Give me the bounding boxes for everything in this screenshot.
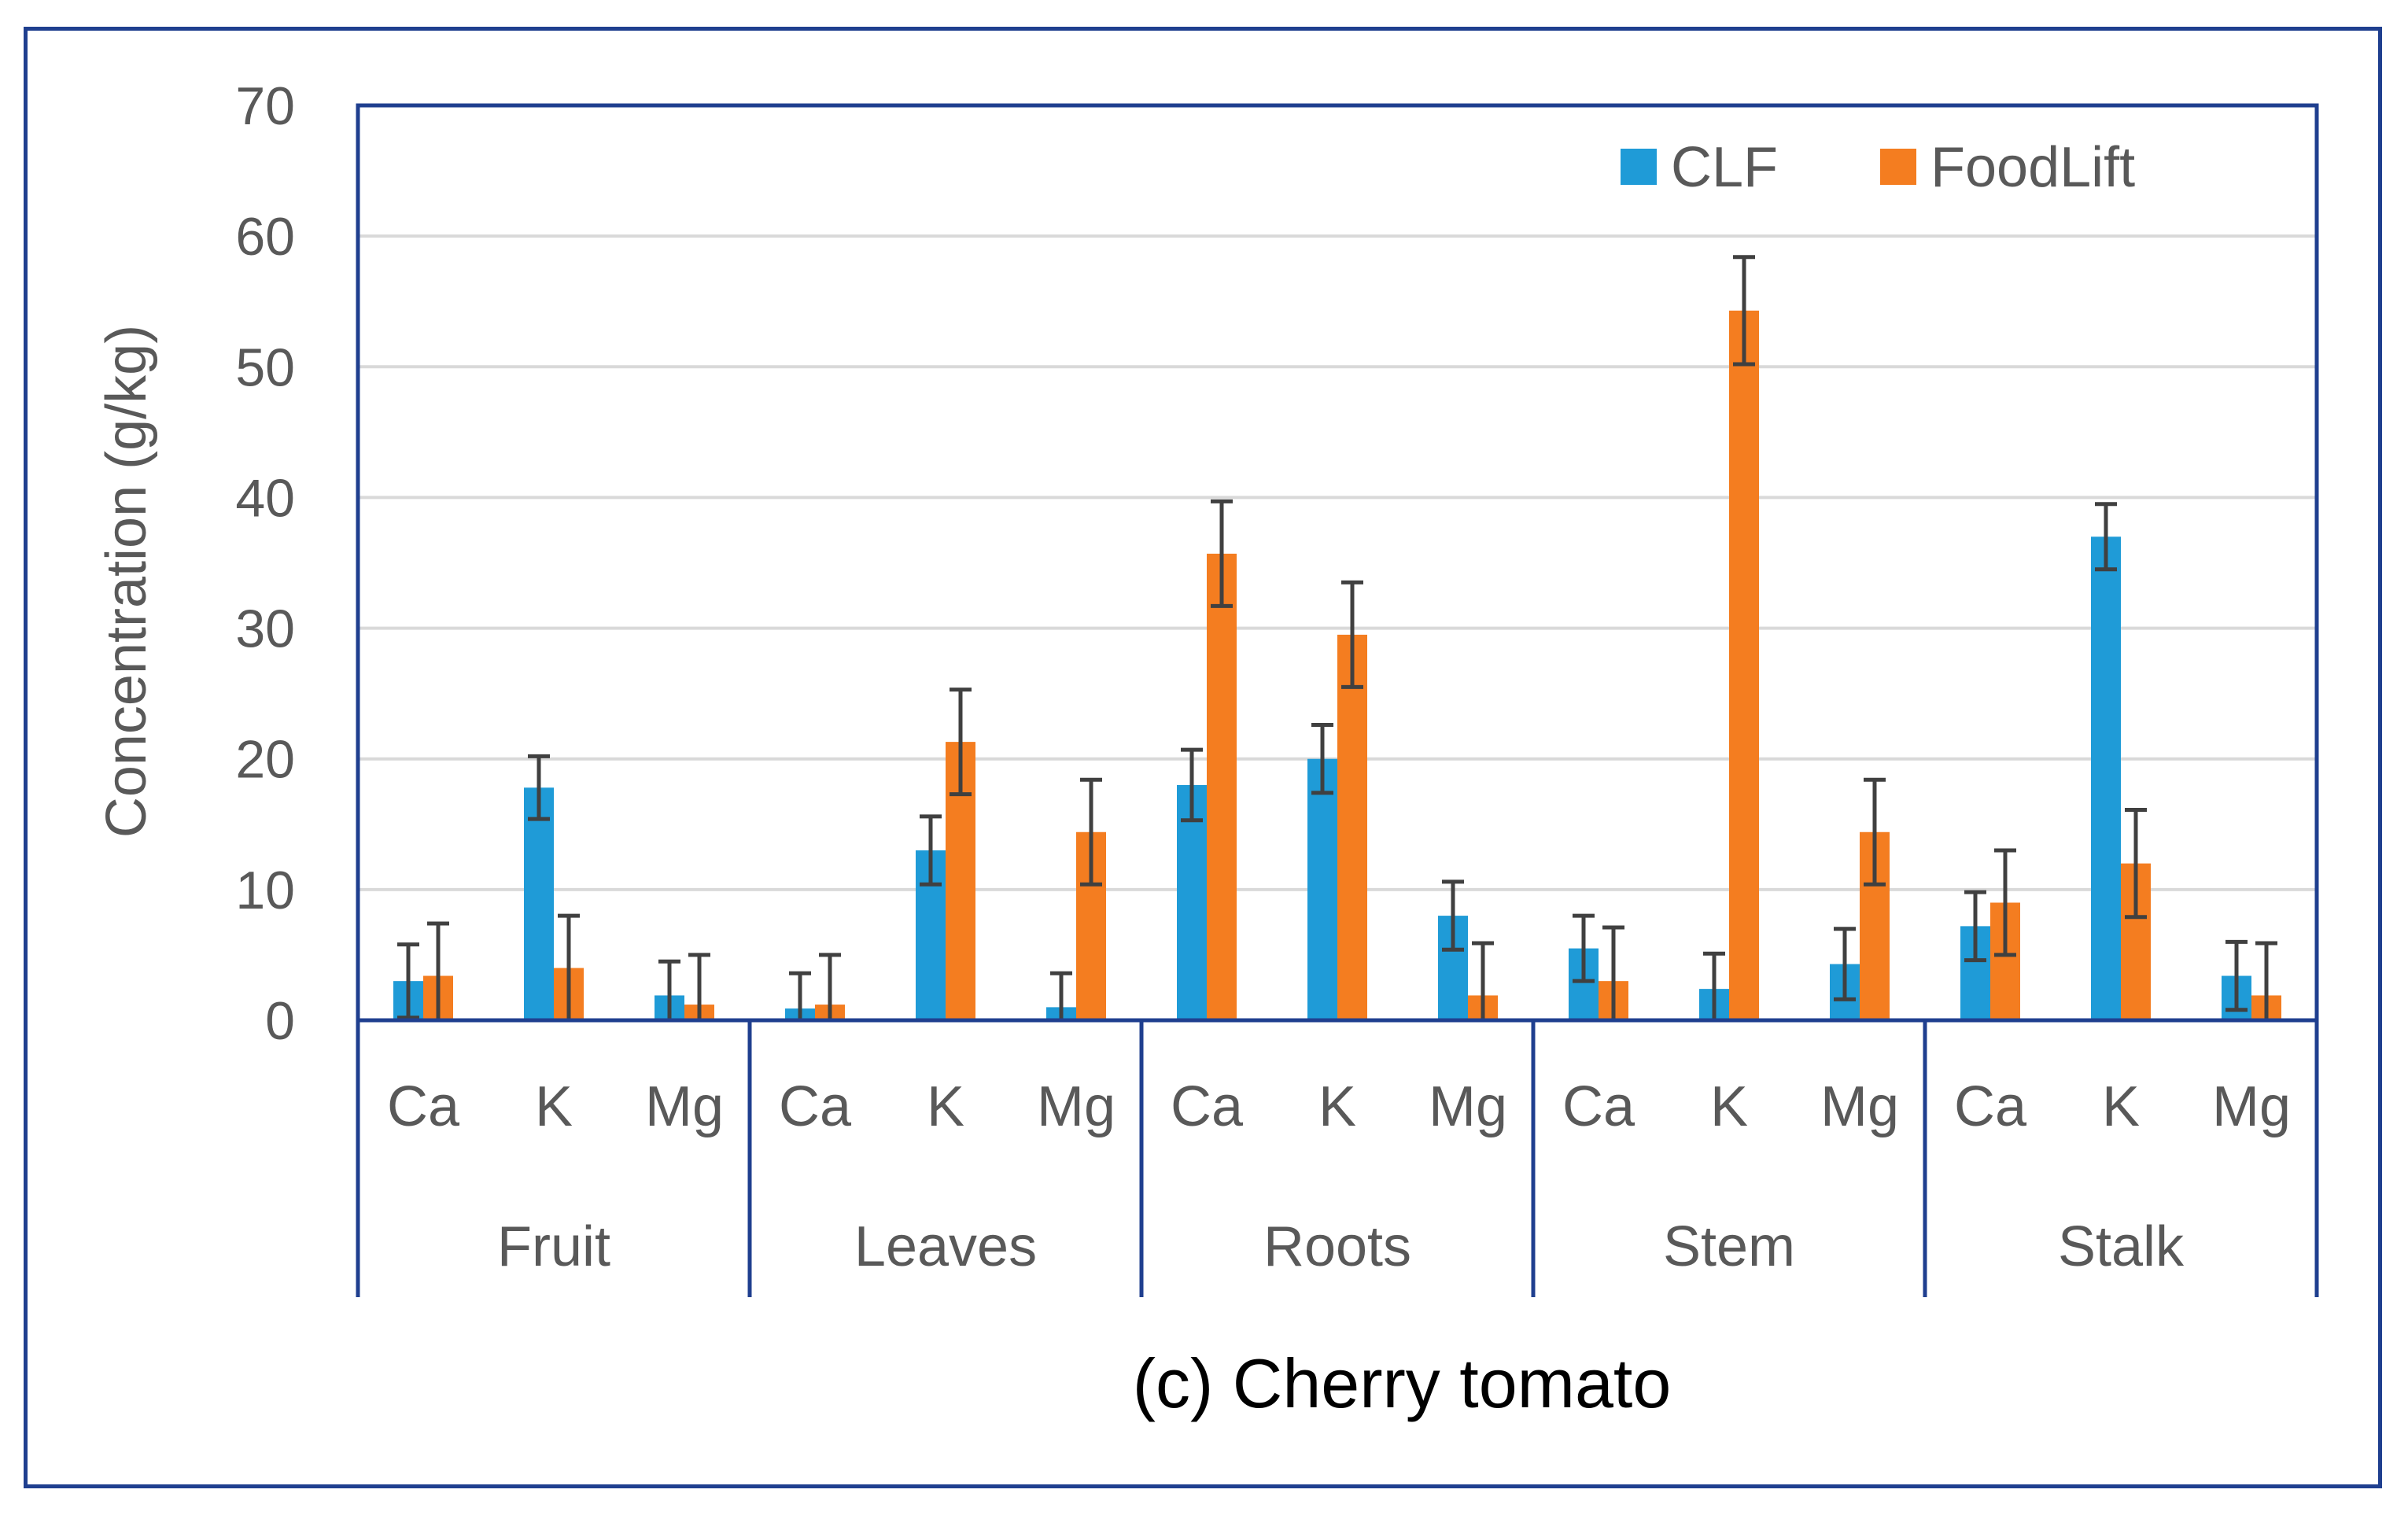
y-tick-label: 0 (265, 991, 295, 1051)
bar-foodlift (1207, 553, 1237, 1020)
x-tick-label: Mg (1037, 1075, 1115, 1138)
x-group-label: Stalk (2058, 1215, 2185, 1278)
x-tick-label: K (1318, 1075, 1356, 1138)
y-tick-label: 30 (235, 599, 295, 659)
x-group-label: Stem (1663, 1215, 1795, 1278)
x-group-label: Fruit (497, 1215, 610, 1278)
y-tick-label: 10 (235, 861, 295, 920)
x-tick-label: Ca (387, 1075, 460, 1138)
bars (393, 310, 2281, 1020)
bar-clf (2091, 536, 2121, 1020)
x-tick-labels: Ca K Mg Fruit Ca K Mg Leaves Ca K Mg Roots Ca K Mg Stem… (387, 1075, 2291, 1278)
bar-clf (1177, 784, 1207, 1020)
x-tick-label: K (927, 1075, 964, 1138)
chart-frame: 0 10 20 30 40 50 60 70 Ca K Mg Fruit Ca K Mg Leaves Ca K… (24, 27, 2382, 1488)
x-tick-label: Ca (779, 1075, 852, 1138)
legend-label-clf: CLF (1671, 136, 1778, 199)
chart-svg: 0 10 20 30 40 50 60 70 Ca K Mg Fruit Ca K Mg Leaves Ca K… (95, 76, 2319, 1422)
bar-clf (1307, 758, 1337, 1020)
x-tick-label: Ca (1171, 1075, 1244, 1138)
x-group-label: Leaves (854, 1215, 1037, 1278)
bar-foodlift (1337, 634, 1367, 1020)
chart-title: (c) Cherry tomato (1133, 1344, 1672, 1422)
legend: CLF FoodLift (1621, 136, 2135, 199)
axes (356, 103, 2319, 1297)
legend-swatch-foodlift (1880, 149, 1916, 185)
y-tick-label: 40 (235, 468, 295, 528)
y-tick-label: 20 (235, 730, 295, 790)
x-tick-label: Mg (2212, 1075, 2291, 1138)
y-tick-label: 70 (235, 76, 295, 136)
bar-foodlift (1729, 310, 1759, 1020)
y-tick-labels: 0 10 20 30 40 50 60 70 (235, 76, 295, 1051)
x-tick-label: Mg (1820, 1075, 1899, 1138)
x-tick-label: Mg (645, 1075, 724, 1138)
legend-label-foodlift: FoodLift (1930, 136, 2135, 199)
x-tick-label: Ca (1562, 1075, 1635, 1138)
x-tick-label: Mg (1429, 1075, 1507, 1138)
bar-clf (524, 787, 554, 1020)
x-tick-label: K (2102, 1075, 2140, 1138)
y-axis-title: Concentration (g/kg) (95, 325, 158, 838)
legend-swatch-clf (1621, 149, 1657, 185)
x-group-label: Roots (1263, 1215, 1411, 1278)
y-tick-label: 50 (235, 337, 295, 397)
x-tick-label: Ca (1954, 1075, 2027, 1138)
x-tick-label: K (535, 1075, 573, 1138)
plot-border (356, 103, 2319, 1023)
x-tick-label: K (1710, 1075, 1748, 1138)
y-tick-label: 60 (235, 207, 295, 267)
